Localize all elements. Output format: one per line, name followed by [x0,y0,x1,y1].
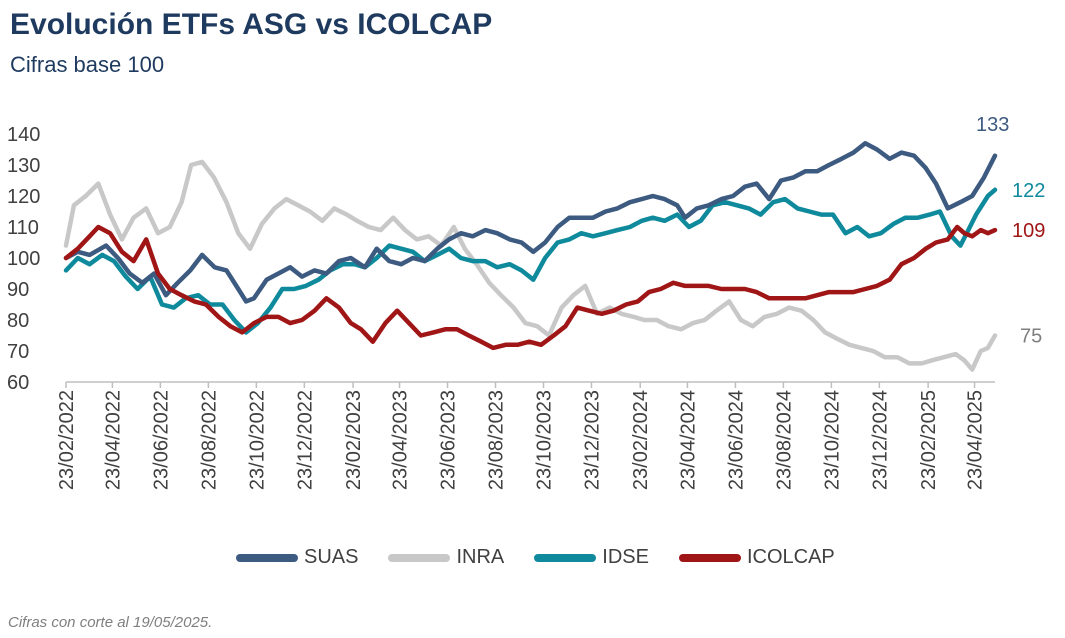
legend-label-suas: SUAS [304,546,359,568]
x-tick-label: 23/04/2025 [965,390,987,490]
legend-item-inra: INRA [388,546,504,569]
chart-title: Evolución ETFs ASG vs ICOLCAP [10,8,493,41]
x-tick-label: 23/02/2022 [56,390,78,490]
x-tick-label: 23/02/2024 [630,390,652,490]
y-tick-label: 120 [7,186,40,208]
y-tick-label: 80 [7,310,29,332]
end-label-idse: 122 [1012,180,1045,202]
legend-item-idse: IDSE [534,546,649,569]
x-tick-label: 23/06/2023 [438,390,460,490]
x-tick-label: 23/06/2022 [150,390,172,490]
y-tick-label: 140 [7,124,40,146]
x-tick-label: 23/08/2024 [773,390,795,490]
x-tick-label: 23/12/2022 [294,390,316,490]
end-label-inra: 75 [1020,326,1042,348]
x-tick-label: 23/12/2023 [581,390,603,490]
x-tick-label: 23/10/2024 [821,390,843,490]
series-line-inra [63,159,998,372]
y-tick-label: 130 [7,155,40,177]
end-label-icolcap: 109 [1012,220,1045,242]
legend-swatch-idse [534,553,597,562]
legend-swatch-icolcap [678,553,741,562]
x-tick-label: 23/08/2022 [198,390,220,490]
legend-label-inra: INRA [456,546,505,568]
end-label-suas: 133 [976,114,1009,136]
x-tick-label: 23/04/2024 [677,390,699,490]
y-tick-label: 90 [7,279,29,301]
legend-label-icolcap: ICOLCAP [746,546,835,568]
legend-item-icolcap: ICOLCAP [678,546,835,569]
y-tick-label: 110 [7,217,39,239]
x-tick-label: 23/02/2023 [343,390,365,490]
x-tick-label: 23/08/2023 [485,390,507,490]
legend-swatch-suas [236,553,298,562]
series-line-icolcap [63,224,998,351]
x-tick-label: 23/04/2023 [390,390,412,490]
footnote: Cifras con corte al 19/05/2025. [8,614,213,631]
y-tick-label: 70 [7,341,29,363]
legend-item-suas: SUAS [236,546,358,569]
x-tick-label: 23/06/2024 [725,390,747,490]
x-tick-label: 23/10/2022 [246,390,268,490]
x-tick-label: 23/12/2024 [869,390,891,490]
y-tick-label: 60 [7,372,29,394]
legend-label-idse: IDSE [602,546,649,568]
x-tick-label: 23/02/2025 [918,390,940,490]
x-tick-label: 23/10/2023 [533,390,555,490]
series-line-suas [63,141,998,304]
legend-swatch-inra [388,553,451,562]
series-line-idse [63,187,998,335]
y-tick-label: 100 [7,248,40,270]
legend: SUAS INRA IDSE ICOLCAP [236,546,865,569]
chart-subtitle: Cifras base 100 [10,52,165,77]
x-tick-label: 23/04/2022 [102,390,124,490]
